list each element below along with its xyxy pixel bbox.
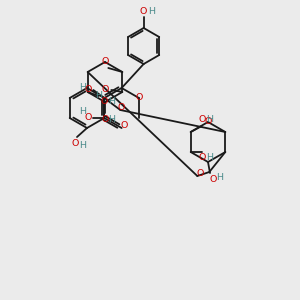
Text: O: O bbox=[101, 115, 109, 124]
Text: H: H bbox=[79, 83, 86, 92]
Text: H: H bbox=[206, 116, 213, 124]
Text: H: H bbox=[80, 142, 86, 151]
Text: O: O bbox=[101, 97, 108, 106]
Text: O: O bbox=[71, 139, 79, 148]
Text: H: H bbox=[79, 106, 86, 116]
Text: O: O bbox=[121, 122, 128, 130]
Text: O: O bbox=[101, 58, 109, 67]
Text: H: H bbox=[217, 172, 224, 182]
Text: H: H bbox=[108, 97, 115, 106]
Text: O: O bbox=[196, 169, 204, 178]
Text: O: O bbox=[85, 112, 92, 122]
Text: O: O bbox=[199, 154, 206, 163]
Text: O: O bbox=[118, 103, 125, 112]
Text: O: O bbox=[199, 116, 206, 124]
Text: O: O bbox=[102, 85, 109, 94]
Text: O: O bbox=[209, 175, 217, 184]
Text: H: H bbox=[109, 115, 116, 124]
Text: O: O bbox=[140, 7, 147, 16]
Text: H: H bbox=[95, 91, 102, 100]
Text: H: H bbox=[206, 154, 213, 163]
Text: O: O bbox=[85, 85, 92, 94]
Text: O: O bbox=[135, 94, 142, 103]
Text: H: H bbox=[148, 7, 155, 16]
Text: O: O bbox=[204, 118, 212, 127]
